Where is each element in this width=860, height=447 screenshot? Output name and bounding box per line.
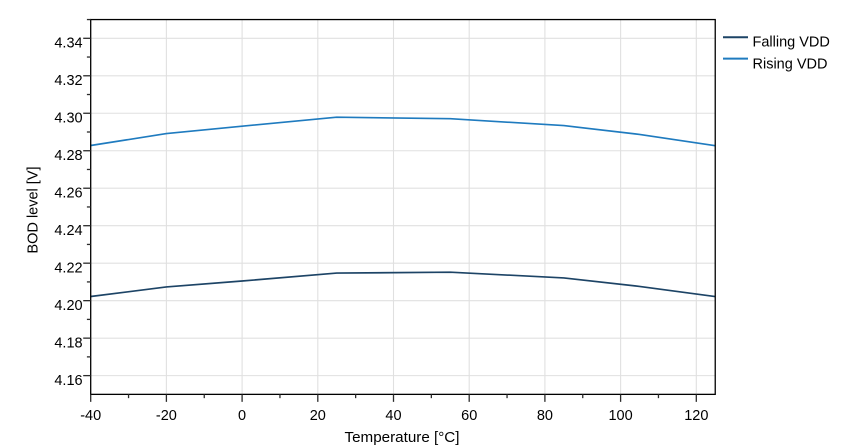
svg-text:4.32: 4.32 xyxy=(54,73,82,89)
svg-text:-40: -40 xyxy=(80,408,101,424)
svg-text:BOD level [V]: BOD level [V] xyxy=(25,166,41,253)
svg-text:4.16: 4.16 xyxy=(54,373,82,389)
svg-text:Rising VDD: Rising VDD xyxy=(753,56,828,72)
svg-text:4.22: 4.22 xyxy=(54,261,82,277)
svg-text:4.28: 4.28 xyxy=(54,148,82,164)
svg-text:100: 100 xyxy=(608,408,632,424)
svg-text:20: 20 xyxy=(310,408,326,424)
svg-text:4.34: 4.34 xyxy=(54,36,82,52)
svg-text:40: 40 xyxy=(385,408,401,424)
svg-text:60: 60 xyxy=(461,408,477,424)
svg-text:Falling VDD: Falling VDD xyxy=(753,34,830,50)
svg-text:4.30: 4.30 xyxy=(54,111,82,127)
svg-text:80: 80 xyxy=(537,408,553,424)
svg-text:0: 0 xyxy=(238,408,246,424)
svg-text:120: 120 xyxy=(684,408,708,424)
svg-text:4.18: 4.18 xyxy=(54,336,82,352)
svg-text:4.26: 4.26 xyxy=(54,186,82,202)
svg-text:4.24: 4.24 xyxy=(54,223,82,239)
svg-text:Temperature [°C]: Temperature [°C] xyxy=(345,429,460,446)
svg-text:-20: -20 xyxy=(156,408,177,424)
svg-text:4.20: 4.20 xyxy=(54,298,82,314)
